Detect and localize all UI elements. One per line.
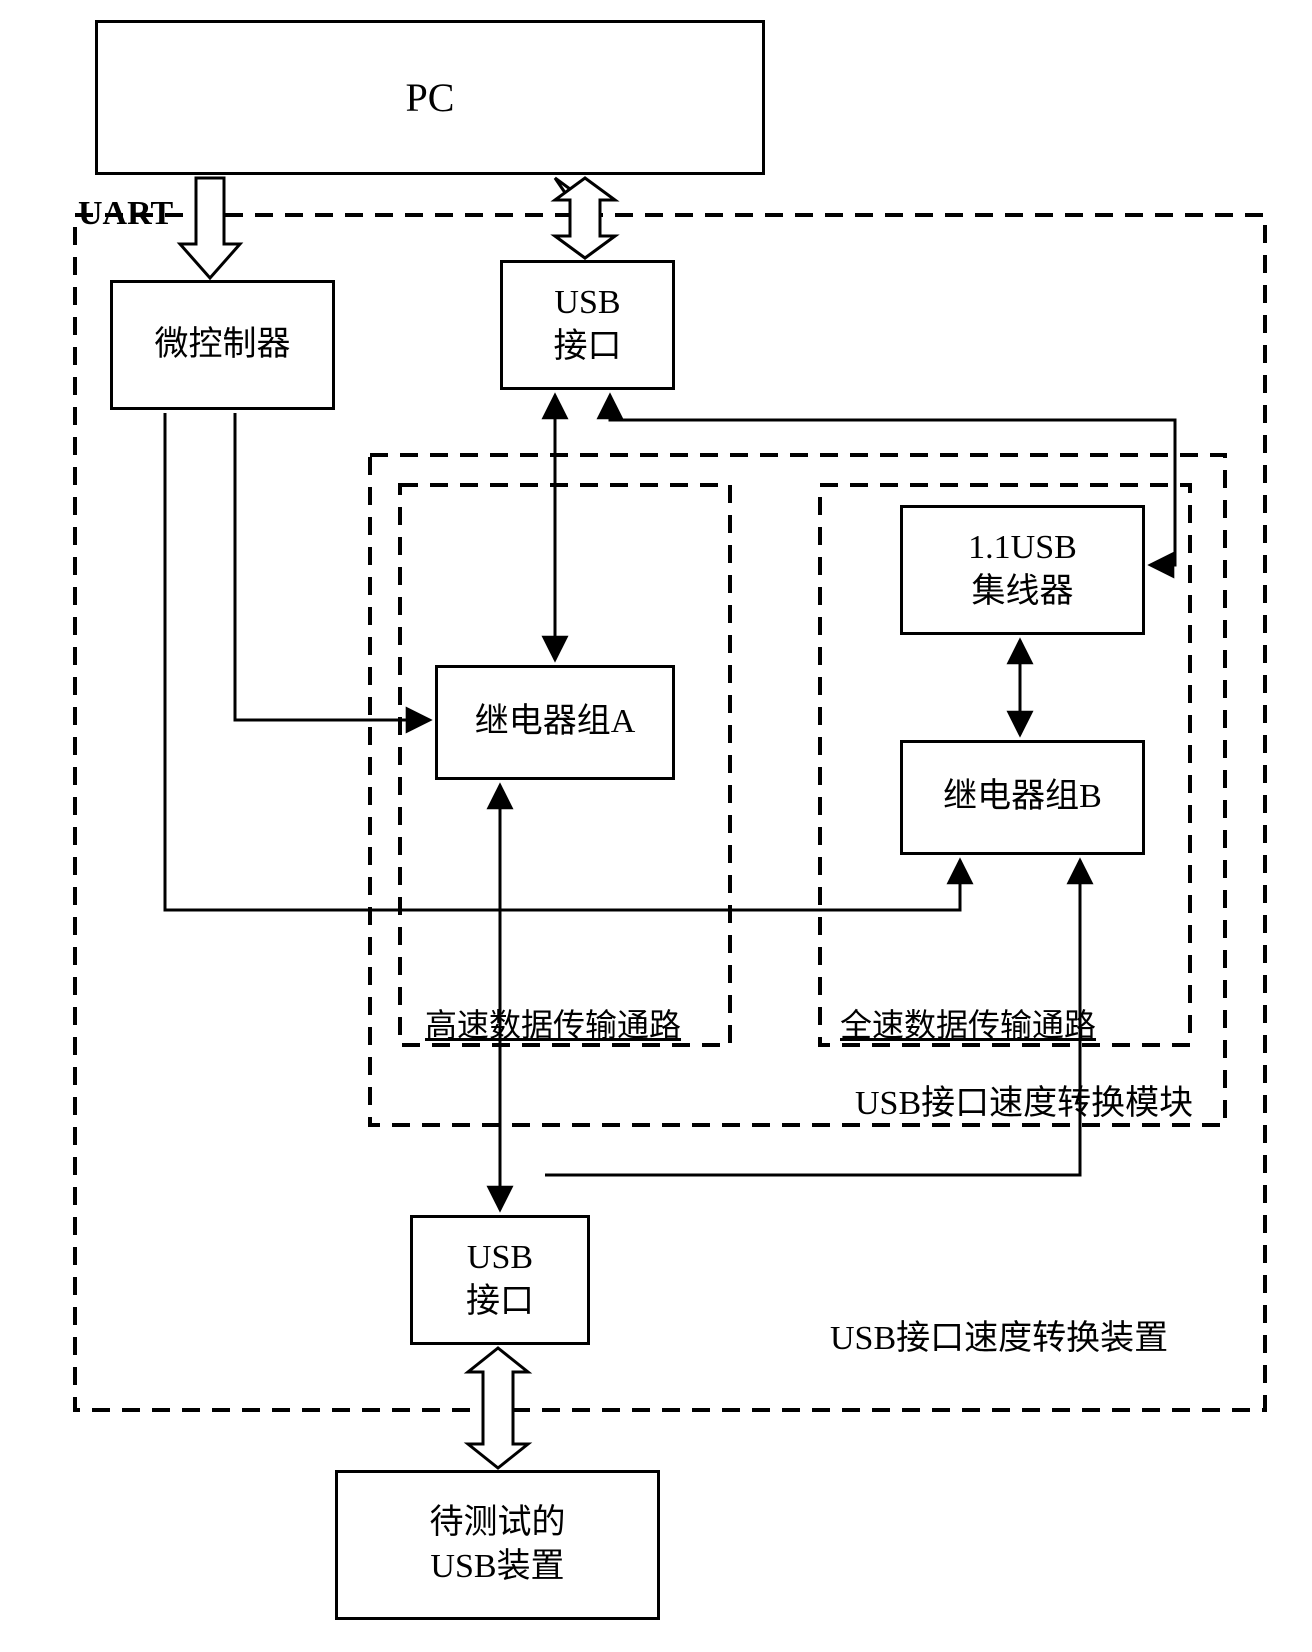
hollow-arrow-pc-usb bbox=[555, 178, 615, 258]
label-module: USB接口速度转换模块 bbox=[855, 1075, 1193, 1124]
box-hub: 1.1USB 集线器 bbox=[900, 505, 1145, 635]
box-relay-b-label: 继电器组B bbox=[943, 775, 1102, 819]
arrow-mcu-relayA bbox=[235, 413, 430, 720]
box-usb-bottom-label: USB 接口 bbox=[466, 1236, 534, 1324]
label-full-speed: 全速数据传输通路 bbox=[840, 1000, 1096, 1046]
hollow-arrow-pc-usb-real bbox=[555, 178, 615, 258]
box-usb-top: USB 接口 bbox=[500, 260, 675, 390]
arrow-mcu-relayB bbox=[165, 413, 960, 910]
label-high-speed-text: 高速数据传输通路 bbox=[425, 1007, 681, 1043]
box-relay-a: 继电器组A bbox=[435, 665, 675, 780]
label-device-text: USB接口速度转换装置 bbox=[830, 1320, 1168, 1357]
box-pc-label: PC bbox=[406, 72, 455, 124]
box-pc: PC bbox=[95, 20, 765, 175]
box-usb-top-label: USB 接口 bbox=[554, 281, 622, 369]
box-dut: 待测试的 USB装置 bbox=[335, 1470, 660, 1620]
hollow-arrow-usb-dut bbox=[468, 1348, 528, 1468]
box-hub-label: 1.1USB 集线器 bbox=[968, 526, 1077, 614]
label-high-speed: 高速数据传输通路 bbox=[425, 1000, 681, 1046]
box-relay-a-label: 继电器组A bbox=[475, 700, 636, 744]
box-mcu: 微控制器 bbox=[110, 280, 335, 410]
label-device: USB接口速度转换装置 bbox=[830, 1310, 1168, 1359]
label-uart: UART bbox=[78, 195, 173, 233]
diagram-stage: PC 微控制器 USB 接口 继电器组A 1.1USB 集线器 继电器组B US… bbox=[0, 0, 1312, 1652]
box-mcu-label: 微控制器 bbox=[155, 323, 291, 367]
hollow-arrow-pc-mcu bbox=[180, 178, 240, 278]
box-relay-b: 继电器组B bbox=[900, 740, 1145, 855]
label-uart-text: UART bbox=[78, 195, 173, 232]
box-usb-bottom: USB 接口 bbox=[410, 1215, 590, 1345]
label-full-speed-text: 全速数据传输通路 bbox=[840, 1007, 1096, 1043]
box-dut-label: 待测试的 USB装置 bbox=[430, 1501, 566, 1589]
label-module-text: USB接口速度转换模块 bbox=[855, 1085, 1193, 1122]
